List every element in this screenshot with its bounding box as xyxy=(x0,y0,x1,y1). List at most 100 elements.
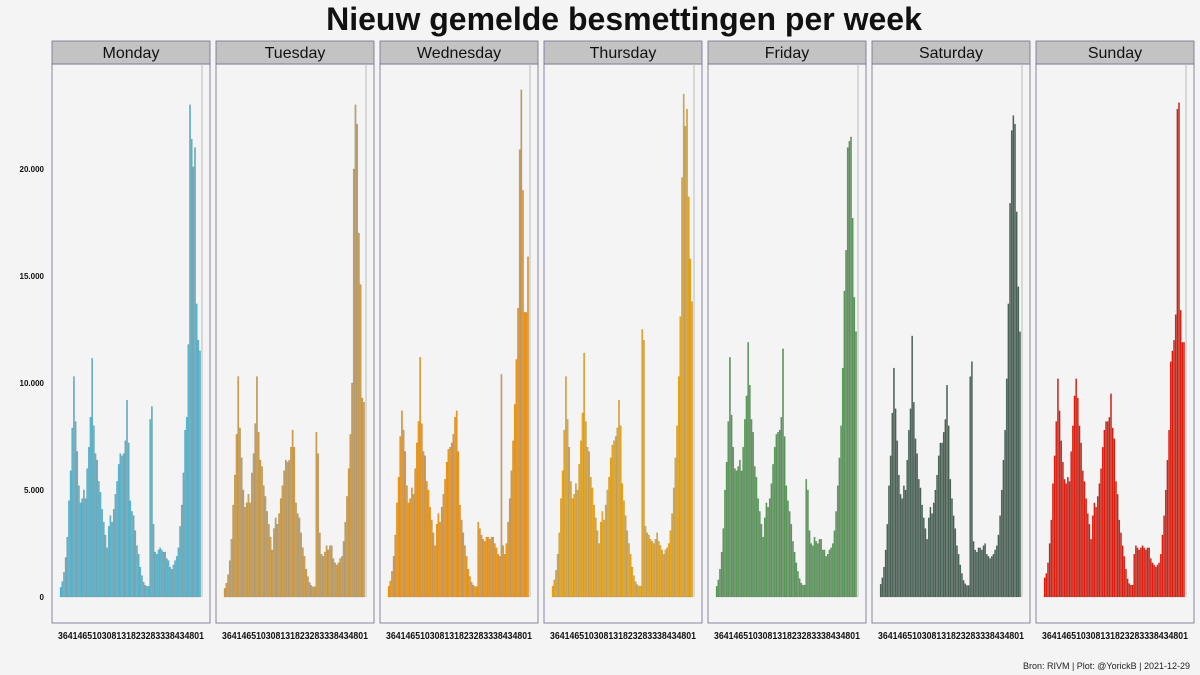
bar xyxy=(922,517,925,598)
bar xyxy=(454,417,456,598)
bar xyxy=(182,472,185,598)
bar xyxy=(445,461,448,598)
bar xyxy=(1140,547,1142,598)
bar xyxy=(1058,410,1061,598)
bar xyxy=(793,551,796,598)
bar xyxy=(730,414,733,598)
bar xyxy=(508,498,511,598)
bar xyxy=(112,509,115,598)
bar xyxy=(470,581,473,598)
bar xyxy=(233,474,236,598)
bar xyxy=(134,530,137,598)
bar xyxy=(235,434,238,598)
bar xyxy=(293,447,296,598)
bar xyxy=(411,487,413,598)
bar xyxy=(556,554,559,598)
bar xyxy=(84,498,87,598)
bar xyxy=(823,549,826,598)
bar xyxy=(949,479,952,598)
bar xyxy=(820,539,823,598)
bar xyxy=(402,429,405,598)
bar xyxy=(851,218,854,598)
bar xyxy=(584,421,587,598)
bar xyxy=(772,464,774,598)
bar xyxy=(884,549,887,598)
bar xyxy=(651,541,654,598)
bar xyxy=(63,572,65,598)
bar xyxy=(284,459,287,598)
bar xyxy=(565,376,567,598)
bar xyxy=(484,541,486,598)
bar xyxy=(1168,429,1170,598)
bar xyxy=(1095,506,1097,598)
bar xyxy=(1113,438,1116,598)
bar xyxy=(185,417,188,598)
bar xyxy=(916,453,918,598)
bar xyxy=(672,487,675,598)
bar xyxy=(459,504,461,598)
bar xyxy=(487,536,490,598)
bar xyxy=(883,566,885,598)
bar xyxy=(932,502,935,598)
bar xyxy=(944,419,947,598)
bar xyxy=(891,412,894,598)
bar xyxy=(162,551,165,598)
bar xyxy=(677,376,680,598)
facet-strip xyxy=(707,40,867,65)
bar xyxy=(397,476,400,598)
bar xyxy=(1055,421,1058,598)
bar xyxy=(686,108,688,598)
bar xyxy=(762,536,764,598)
y-tick-label: 5.000 xyxy=(24,486,45,495)
bar xyxy=(227,574,229,598)
bar xyxy=(389,580,392,598)
bar xyxy=(527,256,529,598)
bar xyxy=(288,459,291,598)
bar xyxy=(599,521,602,598)
bar xyxy=(257,432,260,598)
bar xyxy=(307,576,309,598)
bar xyxy=(982,545,985,598)
bar xyxy=(322,556,325,598)
bar xyxy=(1019,331,1021,598)
bar xyxy=(841,367,844,598)
bar xyxy=(109,515,112,598)
bar xyxy=(332,558,335,598)
bar xyxy=(1100,468,1102,598)
bar xyxy=(187,344,190,598)
bar xyxy=(755,476,758,598)
bar xyxy=(339,558,342,598)
bar xyxy=(671,513,673,598)
bar xyxy=(399,436,402,598)
bar xyxy=(959,564,962,598)
bar xyxy=(606,489,609,598)
bar xyxy=(160,549,163,598)
bar xyxy=(729,357,731,598)
bar xyxy=(197,340,200,598)
bar xyxy=(1120,532,1122,598)
bar xyxy=(1174,314,1177,598)
bar xyxy=(727,421,730,598)
bar xyxy=(462,532,465,598)
bar xyxy=(250,472,253,598)
bar xyxy=(392,556,395,598)
bar xyxy=(1073,395,1076,598)
facet-strip xyxy=(543,40,703,65)
bar xyxy=(1045,573,1048,598)
bar xyxy=(1163,515,1165,598)
bar xyxy=(450,442,453,598)
bar xyxy=(889,455,892,598)
bar xyxy=(252,453,255,598)
bar xyxy=(725,461,728,598)
bar xyxy=(561,470,564,598)
bar xyxy=(785,485,788,598)
bar xyxy=(903,485,905,598)
bar xyxy=(189,104,191,598)
bar xyxy=(881,577,884,598)
bar xyxy=(137,554,140,598)
bar xyxy=(1093,502,1096,598)
bar xyxy=(967,585,970,598)
bar xyxy=(684,125,687,598)
bar xyxy=(737,466,740,598)
bar xyxy=(1156,564,1159,598)
